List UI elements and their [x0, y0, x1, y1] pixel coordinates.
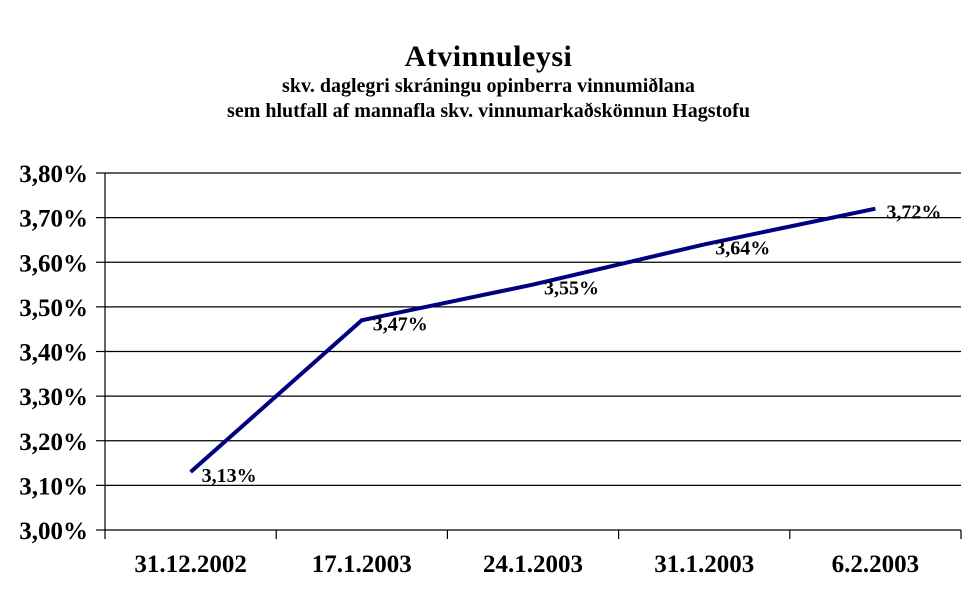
y-tick-label: 3,60%: [19, 250, 88, 277]
y-tick-label: 3,10%: [19, 473, 88, 500]
x-tick-label: 17.1.2003: [312, 551, 412, 578]
y-tick-label: 3,00%: [19, 518, 88, 545]
data-point-label: 3,47%: [373, 313, 428, 335]
y-tick-label: 3,70%: [19, 206, 88, 233]
y-tick-label: 3,80%: [19, 161, 88, 188]
y-tick-label: 3,20%: [19, 429, 88, 456]
x-tick-label: 24.1.2003: [483, 551, 583, 578]
chart-subtitle-line2: sem hlutfall af mannafla skv. vinnumarka…: [227, 100, 750, 122]
data-point-label: 3,72%: [886, 202, 941, 224]
data-point-label: 3,55%: [544, 278, 599, 300]
data-point-label: 3,13%: [202, 465, 257, 487]
chart-header: Atvinnuleysi skv. daglegri skráningu opi…: [0, 40, 977, 124]
x-tick-label: 6.2.2003: [832, 551, 920, 578]
x-tick-label: 31.1.2003: [654, 551, 754, 578]
chart-subtitle-line1: skv. daglegri skráningu opinberra vinnum…: [282, 75, 695, 97]
data-point-label: 3,64%: [715, 237, 770, 259]
y-tick-label: 3,50%: [19, 295, 88, 322]
chart-title: Atvinnuleysi: [404, 40, 573, 73]
y-tick-label: 3,40%: [19, 340, 88, 367]
data-line-unemployment: [189, 206, 876, 474]
x-tick-label: 31.12.2002: [134, 551, 247, 578]
y-tick-label: 3,30%: [19, 384, 88, 411]
